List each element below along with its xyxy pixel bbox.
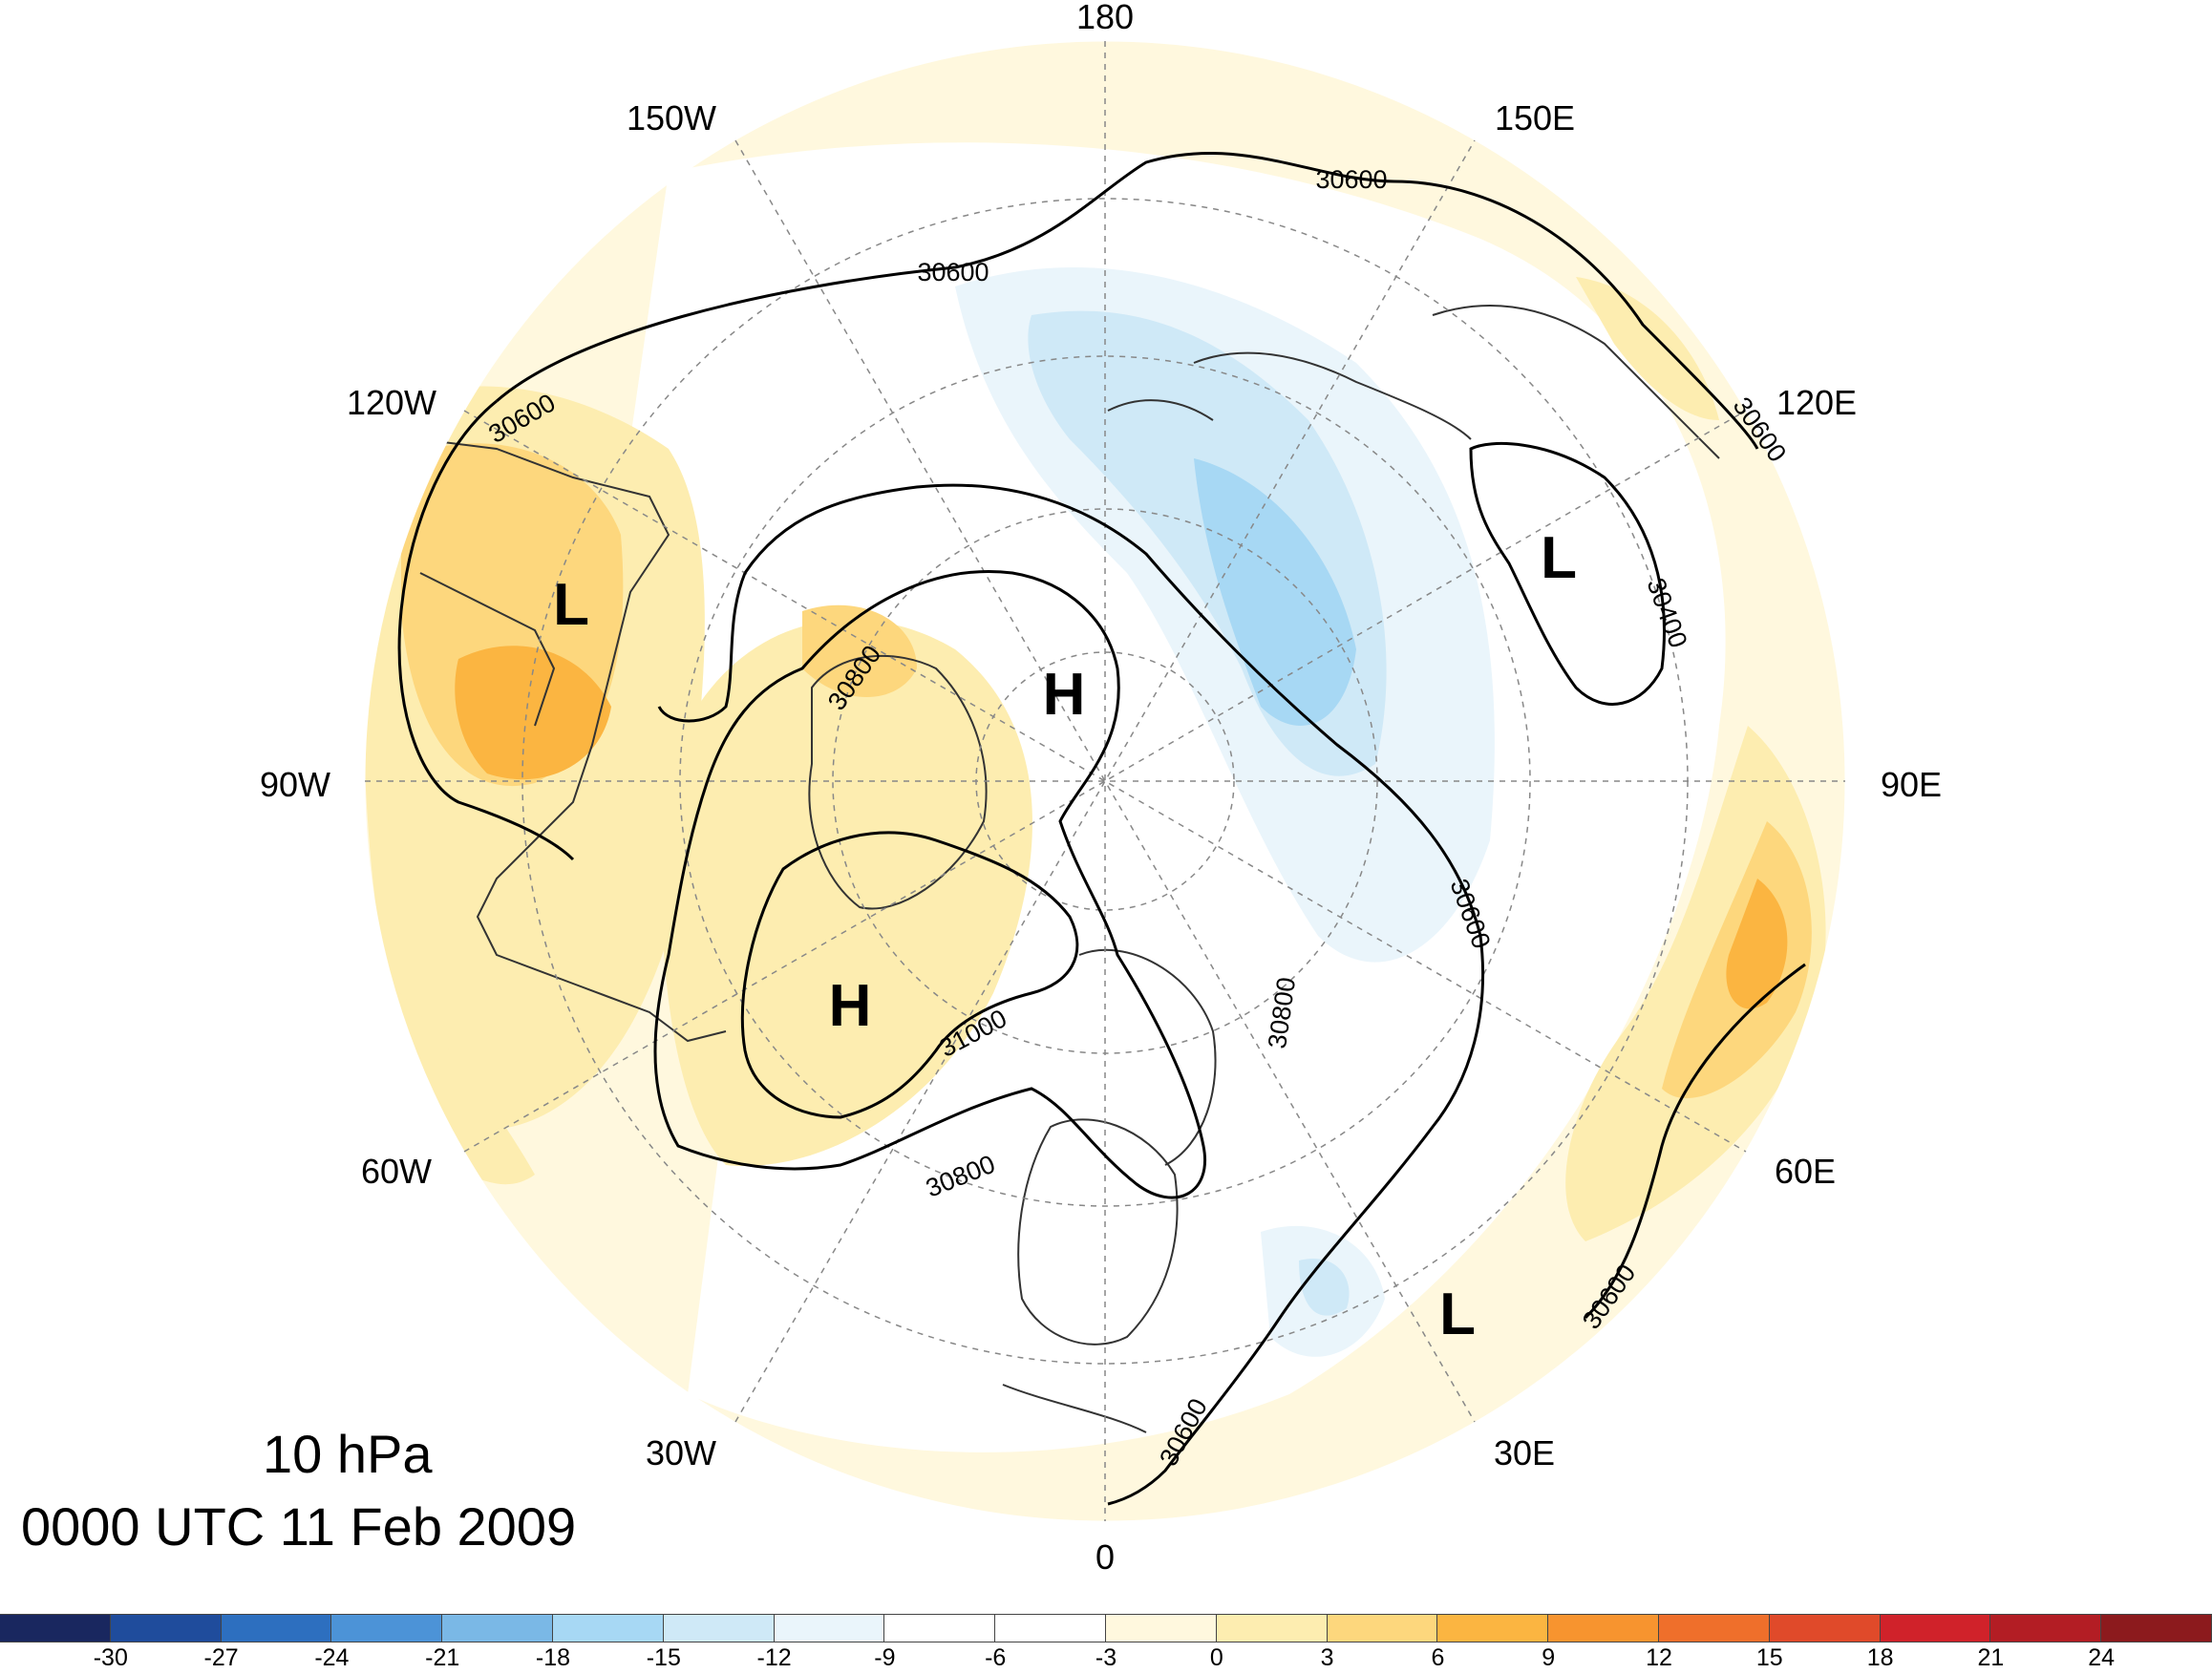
pressure-level-title: 10 hPa bbox=[263, 1424, 433, 1484]
colorbar-tick-label: -21 bbox=[425, 1644, 460, 1671]
colorbar-swatch bbox=[1658, 1614, 1770, 1642]
colorbar-tick-labels: -30 -27 -24 -21 -18 -15 -12 -9 -6 -3 0 3 6 9 12 15 18 21 2… bbox=[0, 1644, 2212, 1673]
colorbar-tick-label: 21 bbox=[1977, 1644, 2005, 1671]
contour-30800-outer bbox=[653, 570, 1206, 1199]
colorbar-tick-label: 0 bbox=[1209, 1644, 1223, 1671]
colorbar-tick-label: -12 bbox=[756, 1644, 792, 1671]
contour-31000 bbox=[740, 831, 1079, 1119]
contour-label: 30600 bbox=[917, 258, 989, 286]
colorbar-swatch bbox=[552, 1614, 664, 1642]
contour-30600-north bbox=[657, 572, 747, 723]
pressure-centers: L H H L L bbox=[553, 525, 1577, 1347]
lon-label-90w: 90W bbox=[260, 765, 330, 804]
lon-label-120w: 120W bbox=[347, 383, 436, 422]
colorbar-tick-label: 6 bbox=[1431, 1644, 1445, 1671]
lon-label-120e: 120E bbox=[1776, 383, 1857, 422]
colorbar-tick-label: -24 bbox=[314, 1644, 350, 1671]
colorbar-swatch bbox=[1880, 1614, 1991, 1642]
contour-30600-inner bbox=[743, 483, 1484, 1506]
height-contours bbox=[397, 151, 1806, 1506]
colorbar-swatch bbox=[1105, 1614, 1217, 1642]
colorbar-tick-label: -6 bbox=[985, 1644, 1007, 1671]
low-center-marker: L bbox=[1541, 525, 1577, 591]
colorbar-swatch bbox=[442, 1614, 553, 1642]
lon-label-60w: 60W bbox=[361, 1152, 432, 1191]
lon-label-0: 0 bbox=[1095, 1537, 1115, 1577]
colorbar-swatch bbox=[1548, 1614, 1659, 1642]
lon-label-60e: 60E bbox=[1775, 1152, 1836, 1191]
colorbar-swatch bbox=[1216, 1614, 1328, 1642]
contour-30600-west bbox=[397, 399, 575, 861]
lon-label-150e: 150E bbox=[1495, 98, 1575, 138]
colorbar-tick-label: 15 bbox=[1755, 1644, 1783, 1671]
colorbar-swatch bbox=[663, 1614, 775, 1642]
colorbar-swatch bbox=[110, 1614, 222, 1642]
colorbar-swatch bbox=[221, 1614, 332, 1642]
low-center-marker: L bbox=[1439, 1282, 1476, 1347]
lon-label-180: 180 bbox=[1076, 0, 1134, 36]
longitude-labels: 180 150E 120E 90E 60E 30E 0 30W 60W 90W … bbox=[260, 0, 1942, 1577]
contour-30600-east bbox=[1584, 963, 1806, 1320]
colorbar-tick-label: -9 bbox=[874, 1644, 896, 1671]
colorbar-tick-label: -3 bbox=[1095, 1644, 1117, 1671]
colorbar-swatch bbox=[995, 1614, 1106, 1642]
graticule bbox=[365, 41, 1845, 1521]
colorbar-swatch bbox=[884, 1614, 996, 1642]
contour-30400 bbox=[1469, 441, 1666, 706]
colorbar-swatch bbox=[1990, 1614, 2102, 1642]
colorbar-tick-label: 12 bbox=[1646, 1644, 1672, 1671]
colorbar-swatch bbox=[331, 1614, 443, 1642]
colorbar-tick-label: 18 bbox=[1866, 1644, 1894, 1671]
lon-label-30w: 30W bbox=[646, 1433, 716, 1473]
colorbar-swatch bbox=[774, 1614, 885, 1642]
lon-label-150w: 150W bbox=[627, 98, 716, 138]
contour-30600-outer bbox=[496, 151, 1759, 450]
high-center-marker: H bbox=[1043, 662, 1086, 728]
colorbar-swatch bbox=[2101, 1614, 2212, 1642]
contour-label: 30600 bbox=[1315, 165, 1387, 194]
colorbar-swatch bbox=[1327, 1614, 1438, 1642]
colorbar-swatch bbox=[1437, 1614, 1549, 1642]
colorbar-tick-label: -27 bbox=[203, 1644, 239, 1671]
colorbar-tick-label: 9 bbox=[1542, 1644, 1556, 1671]
low-center-marker: L bbox=[553, 572, 589, 638]
colorbar-tick-label: 3 bbox=[1320, 1644, 1334, 1671]
colorbar-swatch bbox=[1769, 1614, 1881, 1642]
coastlines bbox=[419, 305, 1720, 1433]
colorbar-tick-label: -30 bbox=[93, 1644, 128, 1671]
colorbar-tick-label: 24 bbox=[2088, 1644, 2116, 1671]
colorbar bbox=[0, 1614, 2212, 1642]
valid-time-title: 0000 UTC 11 Feb 2009 bbox=[21, 1496, 577, 1557]
colorbar-tick-label: -18 bbox=[535, 1644, 571, 1671]
high-center-marker: H bbox=[829, 973, 872, 1039]
colorbar-swatch bbox=[0, 1614, 111, 1642]
colorbar-tick-label: -15 bbox=[646, 1644, 681, 1671]
lon-label-90e: 90E bbox=[1881, 765, 1942, 804]
lon-label-30e: 30E bbox=[1494, 1433, 1555, 1473]
